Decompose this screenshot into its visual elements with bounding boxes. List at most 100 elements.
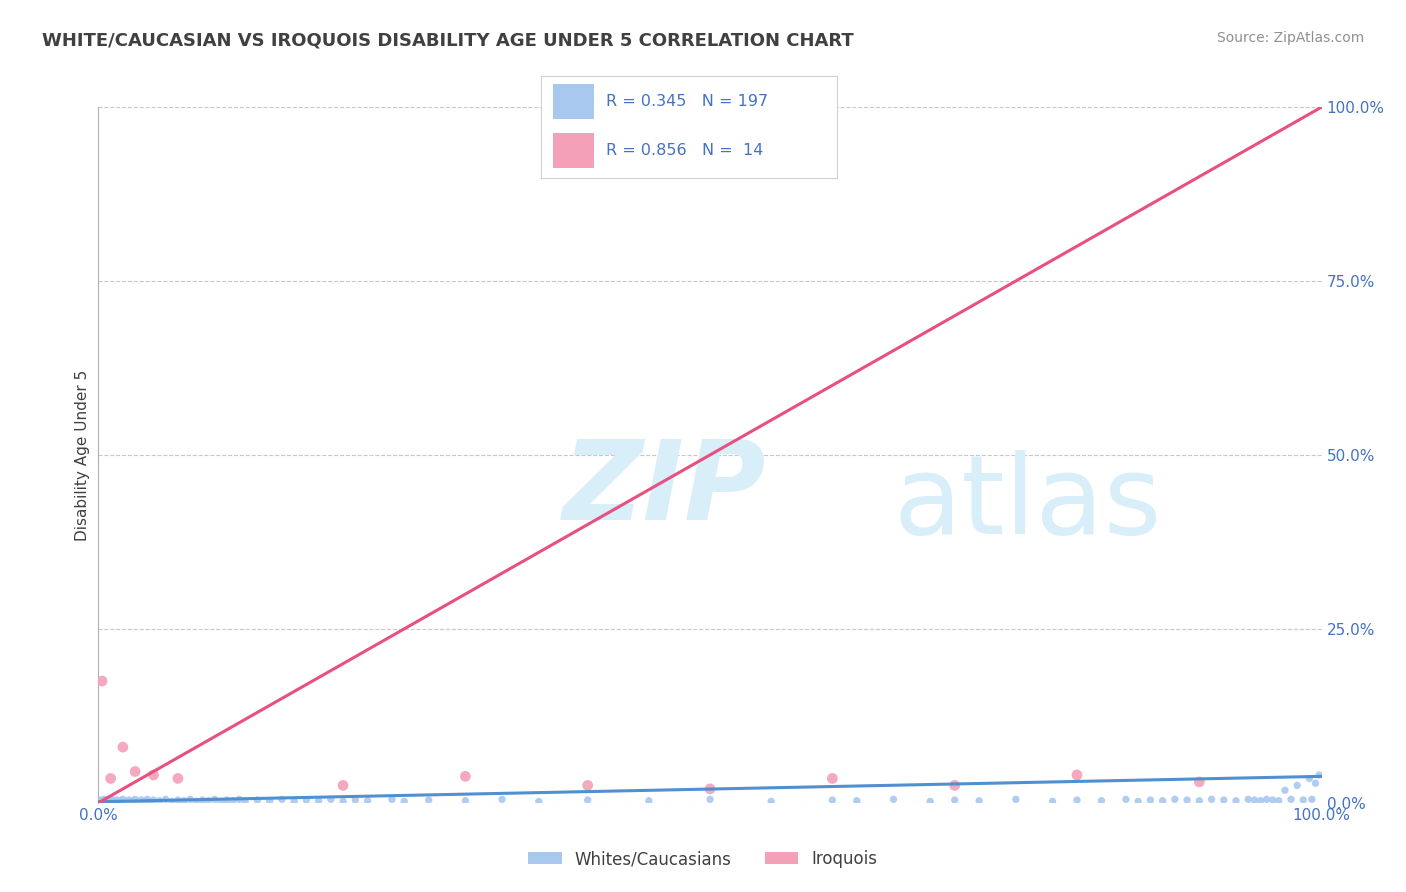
Point [967,794,990,808]
Text: R = 0.856   N =  14: R = 0.856 N = 14 [606,144,763,158]
Point [1292,793,1315,807]
Point [1274,783,1296,797]
Point [222,794,245,808]
Point [1152,794,1174,808]
Point [283,794,305,808]
Point [134,794,156,808]
Point [699,781,721,796]
Point [356,794,378,808]
Point [344,793,367,807]
Point [94,794,117,808]
Point [821,793,844,807]
Point [155,792,177,806]
Point [1004,792,1026,806]
Point [1308,768,1330,782]
Point [1188,794,1211,808]
Point [91,674,114,689]
Point [761,794,783,808]
Point [1128,794,1150,808]
Point [103,794,125,808]
Point [228,792,250,806]
Point [920,794,942,808]
Point [111,740,134,755]
Point [1286,778,1309,792]
Point [142,793,165,807]
Point [319,792,342,806]
Point [139,794,162,808]
Point [160,794,183,808]
Point [100,794,122,808]
Point [454,769,477,783]
Point [167,772,190,786]
Point [527,794,550,808]
Point [576,793,599,807]
Point [943,793,966,807]
Y-axis label: Disability Age Under 5: Disability Age Under 5 [75,369,90,541]
Point [1225,794,1247,808]
Point [167,793,190,807]
Point [136,792,159,806]
Point [105,793,128,807]
Point [1250,794,1272,808]
Point [93,792,115,806]
Point [845,794,868,808]
Point [821,772,844,786]
Text: Source: ZipAtlas.com: Source: ZipAtlas.com [1216,31,1364,45]
Point [295,793,318,807]
Point [127,794,149,808]
Point [1188,775,1211,789]
Point [90,793,112,807]
Point [179,792,201,806]
Point [1301,792,1323,806]
Point [129,793,152,807]
Point [1279,792,1302,806]
Point [121,794,143,808]
Point [259,794,281,808]
Point [1298,772,1320,786]
Point [186,794,208,808]
Point [101,792,124,806]
Text: WHITE/CAUCASIAN VS IROQUOIS DISABILITY AGE UNDER 5 CORRELATION CHART: WHITE/CAUCASIAN VS IROQUOIS DISABILITY A… [42,31,853,49]
Point [173,794,195,808]
Point [1268,794,1291,808]
Point [1164,792,1187,806]
Point [1261,793,1284,807]
Point [1066,793,1088,807]
Point [1305,776,1327,790]
Point [381,792,404,806]
Point [118,793,141,807]
Point [142,768,165,782]
Point [115,794,138,808]
Point [204,792,226,806]
Point [246,793,269,807]
Point [149,794,172,808]
Point [491,792,513,806]
Point [215,793,238,807]
Point [1237,792,1260,806]
Point [883,792,905,806]
Point [1115,792,1137,806]
Point [110,794,132,808]
Text: atlas: atlas [894,450,1161,558]
Point [308,794,330,808]
Point [91,794,114,808]
Point [1201,792,1223,806]
Point [124,792,146,806]
Point [576,778,599,792]
FancyBboxPatch shape [553,84,595,119]
Point [124,764,146,779]
Point [332,778,354,792]
Text: ZIP: ZIP [564,436,766,543]
Point [638,794,661,808]
Point [233,794,256,808]
Point [1090,794,1112,808]
Point [191,793,214,807]
FancyBboxPatch shape [553,133,595,168]
Point [1139,793,1161,807]
Point [1212,793,1234,807]
Point [1243,793,1265,807]
Point [1066,768,1088,782]
Point [699,792,721,806]
Point [197,794,219,808]
Point [111,792,134,806]
